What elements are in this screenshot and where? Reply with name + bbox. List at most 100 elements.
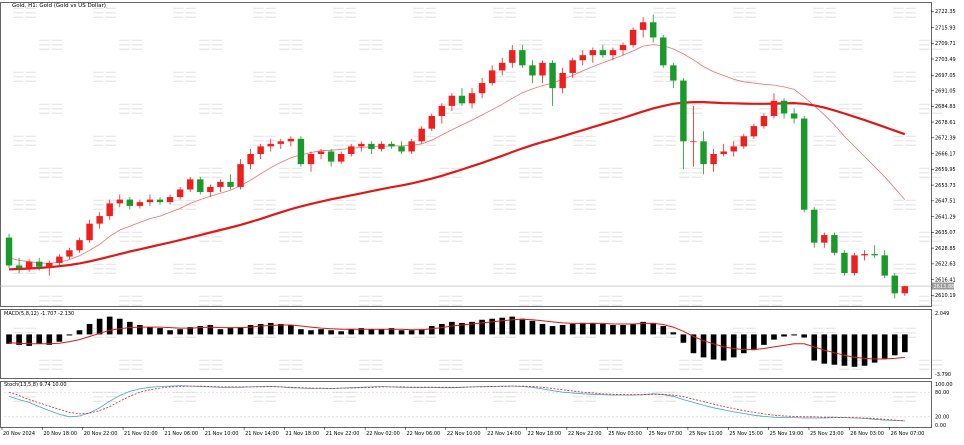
- watermark-mark: ☰☰: [812, 70, 837, 86]
- watermark-mark: ☰☰: [252, 390, 277, 406]
- candle-body: [680, 80, 687, 142]
- candle-body: [569, 60, 576, 73]
- watermark-mark: ☰☰: [172, 134, 197, 150]
- macd-bar: [96, 318, 103, 335]
- watermark-mark: ☰☰: [198, 294, 223, 310]
- watermark-mark: ☰☰: [252, 198, 277, 214]
- price-pane[interactable]: [0, 14, 932, 299]
- candle-body: [398, 146, 405, 152]
- macd-bar: [620, 325, 626, 335]
- watermark-mark: ☰☰: [758, 294, 783, 310]
- watermark-mark: ☰☰: [918, 294, 943, 310]
- candle-body: [76, 240, 83, 251]
- ma-fast-line: [8, 44, 906, 264]
- stoch-main-line: [8, 385, 905, 422]
- candle-body: [186, 179, 194, 190]
- candle-body: [5, 237, 13, 266]
- macd-bar: [891, 334, 898, 356]
- price-tick-label: 2691.05: [935, 88, 956, 94]
- macd-bar: [298, 329, 304, 335]
- watermark-mark: ☰☰: [652, 262, 677, 278]
- macd-bar: [781, 334, 787, 337]
- candle-body: [519, 50, 526, 66]
- price-tick-label: 2678.61: [935, 120, 956, 126]
- watermark-mark: ☰☰: [358, 230, 383, 246]
- watermark-mark: ☰☰: [438, 38, 463, 54]
- stoch-level-label: 20.00: [935, 415, 949, 421]
- watermark-mark: ☰☰: [278, 102, 303, 118]
- watermark-mark: ☰☰: [412, 262, 437, 278]
- price-tick-label: 2653.73: [935, 183, 956, 189]
- watermark-mark: ☰☰: [758, 38, 783, 54]
- watermark-mark: ☰☰: [172, 390, 197, 406]
- macd-bar: [529, 320, 536, 335]
- watermark-mark: ☰☰: [492, 198, 517, 214]
- candle-body: [589, 50, 597, 56]
- macd-bar: [328, 330, 334, 335]
- watermark-mark: ☰☰: [758, 230, 783, 246]
- candle-body: [15, 265, 23, 268]
- candle-body: [800, 118, 808, 210]
- price-tick-label: 2666.17: [935, 151, 956, 157]
- watermark-mark: ☰☰: [838, 294, 863, 310]
- macd-bar: [660, 326, 667, 335]
- price-tick-label: 2635.07: [935, 230, 956, 236]
- price-tick-label: 2610.19: [935, 293, 956, 299]
- macd-bar: [841, 334, 848, 366]
- macd-bar: [459, 322, 465, 335]
- candle-body: [257, 146, 264, 154]
- macd-bar: [569, 323, 576, 335]
- watermark-mark: ☰☰: [598, 358, 623, 374]
- candle-body: [790, 113, 798, 119]
- watermark-mark: ☰☰: [598, 38, 623, 54]
- price-tick-label: 2697.05: [935, 73, 956, 79]
- macd-bar: [267, 322, 274, 335]
- watermark-mark: ☰☰: [252, 6, 277, 22]
- watermark-mark: ☰☰: [92, 6, 117, 22]
- watermark-mark: ☰☰: [12, 390, 37, 406]
- price-tick-label: 2722.35: [935, 9, 956, 15]
- stoch-pane[interactable]: [4, 385, 932, 422]
- candle-body: [337, 154, 345, 162]
- watermark-mark: ☰☰: [572, 198, 597, 214]
- time-label: 22 Nov 22:00: [568, 431, 602, 437]
- watermark-mark: ☰☰: [172, 6, 197, 22]
- macd-bar: [86, 323, 93, 335]
- macd-bar: [640, 321, 646, 335]
- watermark-mark: ☰☰: [332, 6, 357, 22]
- candle-body: [136, 202, 144, 206]
- time-label: 22 Nov 10:00: [447, 431, 481, 437]
- watermark-mark: ☰☰: [358, 294, 383, 310]
- candle-body: [639, 22, 647, 30]
- macd-bar: [26, 334, 32, 346]
- watermark-mark: ☰☰: [758, 358, 783, 374]
- watermark-mark: ☰☰: [572, 6, 597, 22]
- watermark-mark: ☰☰: [572, 70, 597, 86]
- watermark-mark: ☰☰: [278, 166, 303, 182]
- macd-bar: [56, 334, 63, 342]
- macd-pane[interactable]: [6, 316, 908, 367]
- macd-bar: [489, 318, 495, 335]
- macd-bar: [519, 318, 526, 335]
- macd-bar: [197, 326, 204, 335]
- watermark-mark: ☰☰: [198, 102, 223, 118]
- time-label: 21 Nov 22:00: [326, 431, 360, 437]
- watermark-mark: ☰☰: [358, 166, 383, 182]
- watermark-mark: ☰☰: [918, 102, 943, 118]
- current-price-tag: [932, 282, 954, 290]
- watermark-mark: ☰☰: [652, 198, 677, 214]
- candle-body: [126, 199, 134, 206]
- watermark-mark: ☰☰: [412, 390, 437, 406]
- time-label: 22 Nov 18:00: [528, 431, 562, 437]
- candle-body: [378, 143, 385, 149]
- watermark-mark: ☰☰: [812, 6, 837, 22]
- macd-bar: [106, 316, 113, 335]
- macd-bar: [680, 334, 687, 343]
- price-tick-label: 2659.95: [935, 167, 956, 173]
- candle-body: [549, 62, 556, 89]
- macd-bar: [630, 323, 636, 335]
- candle-body: [207, 186, 214, 192]
- watermark-mark: ☰☰: [812, 390, 837, 406]
- chart-panes: [0, 2, 932, 428]
- price-tick-label: 2647.51: [935, 199, 956, 205]
